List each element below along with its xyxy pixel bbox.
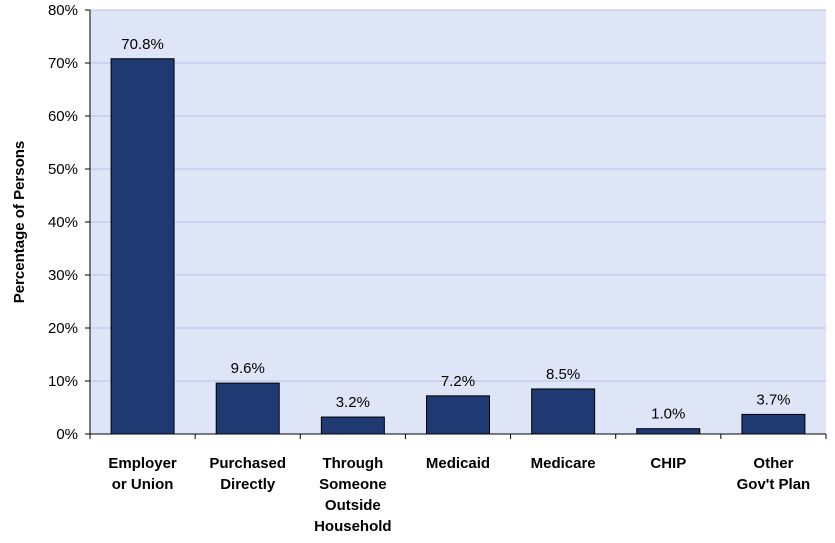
y-tick-label: 0%: [56, 426, 78, 443]
category-label: Through Someone Outside Household: [314, 455, 392, 535]
data-label: 1.0%: [651, 406, 685, 423]
bar: [636, 428, 701, 435]
bar: [110, 58, 175, 435]
data-labels: 70.8% 9.6% 3.2% 7.2% 8.5% 1.0% 3.7%: [121, 36, 790, 423]
y-axis-title: Percentage of Persons: [11, 141, 28, 304]
bar: [426, 395, 490, 435]
y-tick-label: 80%: [48, 2, 78, 19]
data-label: 9.6%: [231, 360, 265, 377]
bar: [741, 413, 806, 435]
bar: [215, 382, 280, 435]
data-label: 3.7%: [756, 391, 790, 408]
x-tick-labels: Employer or Union Purchased Directly Through…: [108, 455, 810, 535]
category-label: Employer or Union: [108, 455, 177, 493]
data-label: 8.5%: [546, 366, 580, 383]
category-label: CHIP: [650, 455, 686, 472]
bar: [320, 416, 385, 435]
category-label: Medicaid: [426, 455, 490, 472]
y-tick-label: 20%: [48, 320, 78, 337]
y-tick-label: 60%: [48, 108, 78, 125]
y-tick-label: 30%: [48, 267, 78, 284]
data-label: 7.2%: [441, 373, 475, 390]
data-label: 3.2%: [336, 394, 370, 411]
gridlines: [90, 9, 826, 382]
bars: [110, 58, 806, 435]
bar: [531, 388, 596, 435]
axes: [85, 9, 827, 439]
category-label: Medicare: [531, 455, 596, 472]
data-label: 70.8%: [121, 36, 164, 53]
y-tick-label: 50%: [48, 161, 78, 178]
y-tick-label: 10%: [48, 373, 78, 390]
category-label: Other Gov't Plan: [737, 455, 811, 493]
y-tick-label: 40%: [48, 214, 78, 231]
y-tick-labels: 0% 10% 20% 30% 40% 50% 60% 70% 80%: [48, 2, 78, 443]
y-tick-label: 70%: [48, 55, 78, 72]
category-label: Purchased Directly: [209, 455, 286, 493]
